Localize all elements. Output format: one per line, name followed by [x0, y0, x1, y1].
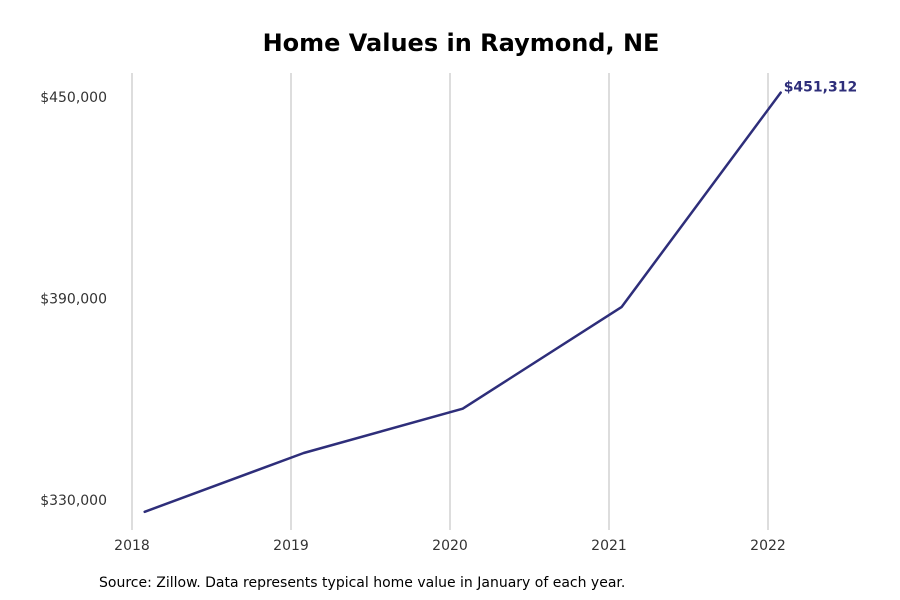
chart-title: Home Values in Raymond, NE — [263, 29, 660, 57]
x-tick-label: 2022 — [750, 538, 786, 554]
y-tick-label: $450,000 — [40, 90, 107, 106]
x-tick-label: 2020 — [432, 538, 468, 554]
x-tick-label: 2018 — [114, 538, 150, 554]
axis-ticks: 2018 2019 2020 2021 2022 $330,000 $390,000 $450… — [40, 90, 786, 554]
series-line — [143, 91, 782, 514]
y-tick-label: $330,000 — [40, 493, 107, 509]
series-layer — [143, 91, 782, 514]
gridlines — [131, 73, 769, 530]
y-tick-label: $390,000 — [40, 292, 107, 308]
x-tick-label: 2021 — [591, 538, 627, 554]
x-tick-label: 2019 — [273, 538, 309, 554]
series-end-value-label: $451,312 — [784, 80, 858, 96]
source-note: Source: Zillow. Data represents typical … — [99, 575, 625, 591]
